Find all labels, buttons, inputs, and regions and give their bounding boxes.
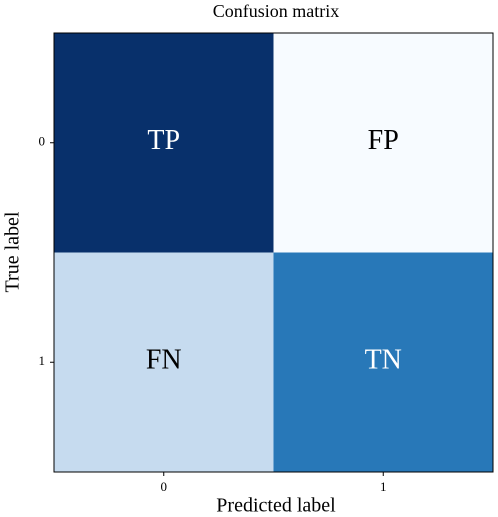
x-tick-label: 0	[161, 479, 168, 494]
cell-label: FN	[146, 345, 182, 376]
y-tick-label: 0	[39, 134, 46, 149]
plot-frame	[53, 32, 494, 473]
x-tick-label: 1	[380, 479, 387, 494]
x-axis-label: Predicted label	[216, 495, 336, 517]
cell	[54, 252, 274, 472]
cell-label: FP	[368, 125, 399, 156]
cell	[273, 33, 493, 253]
chart-title: Confusion matrix	[213, 1, 340, 21]
y-axis-label: True label	[2, 211, 24, 292]
y-tick-label: 1	[39, 353, 46, 368]
cell	[273, 252, 493, 472]
cell-label: TN	[365, 345, 402, 376]
cell-label: TP	[147, 125, 180, 156]
cell	[54, 33, 274, 253]
